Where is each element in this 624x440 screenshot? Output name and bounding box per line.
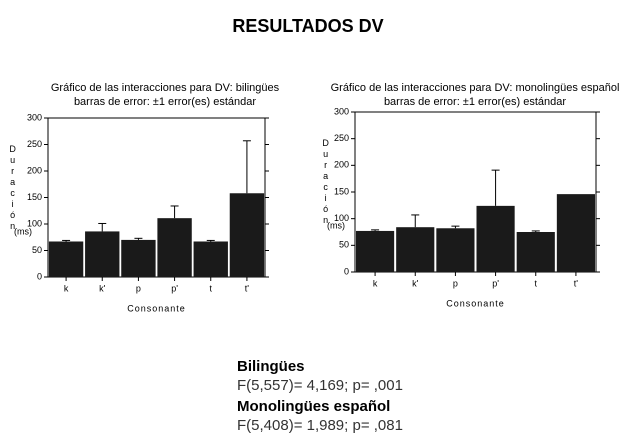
bar [556, 194, 595, 272]
y-axis-label: Duración [8, 144, 18, 232]
y-tick-label: 300 [27, 112, 42, 122]
x-tick-label: t [209, 283, 212, 293]
stats-heading: Monolingües español [237, 398, 390, 415]
y-tick-label: 50 [32, 245, 42, 255]
x-axis-label: Consonante [127, 303, 186, 313]
bar [157, 218, 192, 277]
x-tick-label: t [534, 278, 537, 288]
y-tick-label: 300 [334, 106, 349, 116]
chart-title: Gráfico de las interacciones para DV: bi… [51, 82, 280, 94]
x-tick-label: k' [412, 278, 419, 288]
x-tick-label: p [453, 278, 458, 288]
chart-subtitle: barras de error: ±1 error(es) estándar [74, 96, 256, 108]
x-tick-label: k [64, 283, 69, 293]
y-tick-label: 100 [27, 218, 42, 228]
slide-title: RESULTADOS DV [232, 16, 383, 36]
chart-title: Gráfico de las interacciones para DV: mo… [331, 82, 620, 94]
chart-subtitle: barras de error: ±1 error(es) estándar [384, 96, 566, 108]
y-axis-unit: (ms) [14, 226, 32, 236]
bar [356, 230, 395, 272]
x-axis-label: Consonante [446, 298, 505, 308]
x-tick-label: t' [574, 278, 579, 288]
bar [121, 239, 156, 277]
y-tick-label: 150 [334, 186, 349, 196]
x-tick-label: p [136, 283, 141, 293]
y-tick-label: 50 [339, 240, 349, 250]
stats-heading: Bilingües [237, 358, 305, 375]
x-tick-label: k' [99, 283, 106, 293]
y-tick-label: 200 [334, 160, 349, 170]
y-tick-label: 0 [37, 271, 42, 281]
y-tick-label: 200 [27, 165, 42, 175]
y-axis-label: Duración [321, 138, 331, 226]
bar [516, 232, 555, 272]
bar [85, 231, 120, 277]
x-tick-label: p' [492, 278, 499, 288]
y-tick-label: 250 [334, 133, 349, 143]
y-tick-label: 100 [334, 213, 349, 223]
x-tick-label: p' [171, 283, 178, 293]
stats-text: F(5,557)= 4,169; p= ,001 [237, 377, 403, 394]
bar [193, 241, 228, 277]
bar [396, 227, 435, 272]
bar [476, 205, 515, 272]
y-tick-label: 0 [344, 266, 349, 276]
y-tick-label: 150 [27, 192, 42, 202]
bar [436, 228, 475, 272]
y-tick-label: 250 [27, 139, 42, 149]
bar [229, 193, 265, 277]
stats-text: F(5,408)= 1,989; p= ,081 [237, 417, 403, 434]
y-axis-unit: (ms) [327, 220, 345, 230]
bar [48, 241, 84, 277]
x-tick-label: t' [245, 283, 250, 293]
x-tick-label: k [373, 278, 378, 288]
